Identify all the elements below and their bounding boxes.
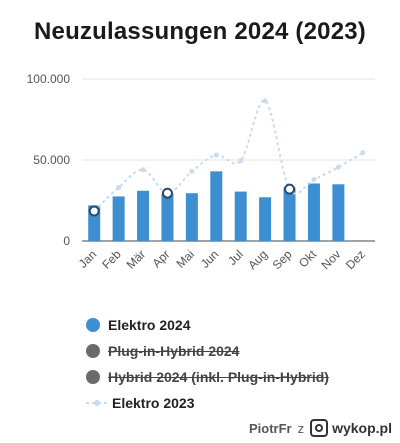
- bar-Apr[interactable]: [161, 194, 174, 241]
- legend-item-plug-in-hybrid-2024[interactable]: Plug-in-Hybrid 2024: [86, 338, 329, 364]
- y-tick-label: 50.000: [33, 153, 70, 167]
- point-Jun[interactable]: [213, 152, 219, 158]
- chart-title: Neuzulassungen 2024 (2023): [33, 18, 366, 45]
- point-highlight-Apr[interactable]: [161, 187, 173, 199]
- bars-elektro-2024: [88, 171, 345, 241]
- legend-label: Hybrid 2024 (inkl. Plug-in-Hybrid): [108, 369, 329, 385]
- bar-Okt[interactable]: [307, 183, 320, 241]
- x-axis-ticks: Jan Feb Mär Apr Mai Jun Jul Aug Sep Okt Nov Dez: [76, 247, 368, 272]
- legend-label: Elektro 2024: [108, 317, 191, 333]
- x-tick-label: Jan: [76, 247, 100, 271]
- bar-Jul[interactable]: [234, 191, 247, 241]
- x-tick-label: Mär: [124, 247, 149, 272]
- x-tick-label: Okt: [296, 247, 320, 271]
- point-Mai[interactable]: [189, 168, 195, 174]
- bar-Aug[interactable]: [259, 197, 272, 241]
- legend-label: Elektro 2023: [112, 395, 195, 411]
- x-tick-label: Jul: [225, 247, 246, 268]
- x-tick-label: Dez: [343, 247, 368, 272]
- point-Aug[interactable]: [262, 98, 268, 104]
- y-axis-ticks: 0 50.000 100.000: [27, 72, 71, 248]
- point-Okt[interactable]: [311, 176, 317, 182]
- wykop-logo[interactable]: wykop.pl: [310, 419, 392, 437]
- x-tick-label: Apr: [149, 247, 172, 270]
- watermark-site: wykop.pl: [332, 420, 392, 436]
- wykop-icon: [310, 419, 329, 437]
- bar-Sep[interactable]: [283, 187, 296, 241]
- x-tick-label: Mai: [173, 247, 197, 271]
- x-tick-label: Jun: [198, 247, 222, 271]
- point-highlight-Jan[interactable]: [88, 205, 100, 217]
- point-Mär[interactable]: [140, 167, 146, 173]
- point-Jul[interactable]: [238, 158, 244, 164]
- point-Dez[interactable]: [360, 150, 366, 156]
- watermark: PiotrFr z wykop.pl: [249, 419, 392, 437]
- legend-marker: [86, 318, 100, 332]
- chart-legend: Elektro 2024 Plug-in-Hybrid 2024 Hybrid …: [86, 312, 329, 416]
- watermark-separator: z: [297, 420, 305, 436]
- points-elektro-2023: [88, 98, 366, 217]
- legend-label: Plug-in-Hybrid 2024: [108, 343, 240, 359]
- point-Feb[interactable]: [116, 185, 122, 191]
- legend-marker-line: [86, 400, 108, 406]
- legend-marker: [86, 370, 100, 384]
- x-tick-label: Feb: [99, 247, 124, 272]
- point-highlight-Sep[interactable]: [284, 183, 296, 195]
- legend-item-elektro-2023[interactable]: Elektro 2023: [86, 390, 329, 416]
- x-tick-label: Nov: [319, 247, 344, 272]
- x-tick-label: Sep: [270, 247, 295, 272]
- x-tick-label: Aug: [245, 247, 270, 272]
- legend-marker: [86, 344, 100, 358]
- bar-Feb[interactable]: [112, 196, 125, 241]
- watermark-user[interactable]: PiotrFr: [248, 420, 292, 436]
- point-Nov[interactable]: [335, 164, 341, 170]
- legend-item-hybrid-2024[interactable]: Hybrid 2024 (inkl. Plug-in-Hybrid): [86, 364, 329, 390]
- bar-Mär[interactable]: [137, 190, 150, 241]
- bar-Mai[interactable]: [185, 193, 198, 241]
- bar-Jun[interactable]: [210, 171, 223, 241]
- y-tick-label: 100.000: [27, 72, 71, 86]
- legend-item-elektro-2024[interactable]: Elektro 2024: [86, 312, 329, 338]
- line-elektro-2023: [93, 99, 364, 212]
- bar-Nov[interactable]: [332, 184, 345, 241]
- y-tick-label: 0: [63, 234, 70, 248]
- chart-canvas: 0 50.000 100.000 Jan Feb Mär Apr Mai Jun Jul Aug S…: [27, 72, 375, 272]
